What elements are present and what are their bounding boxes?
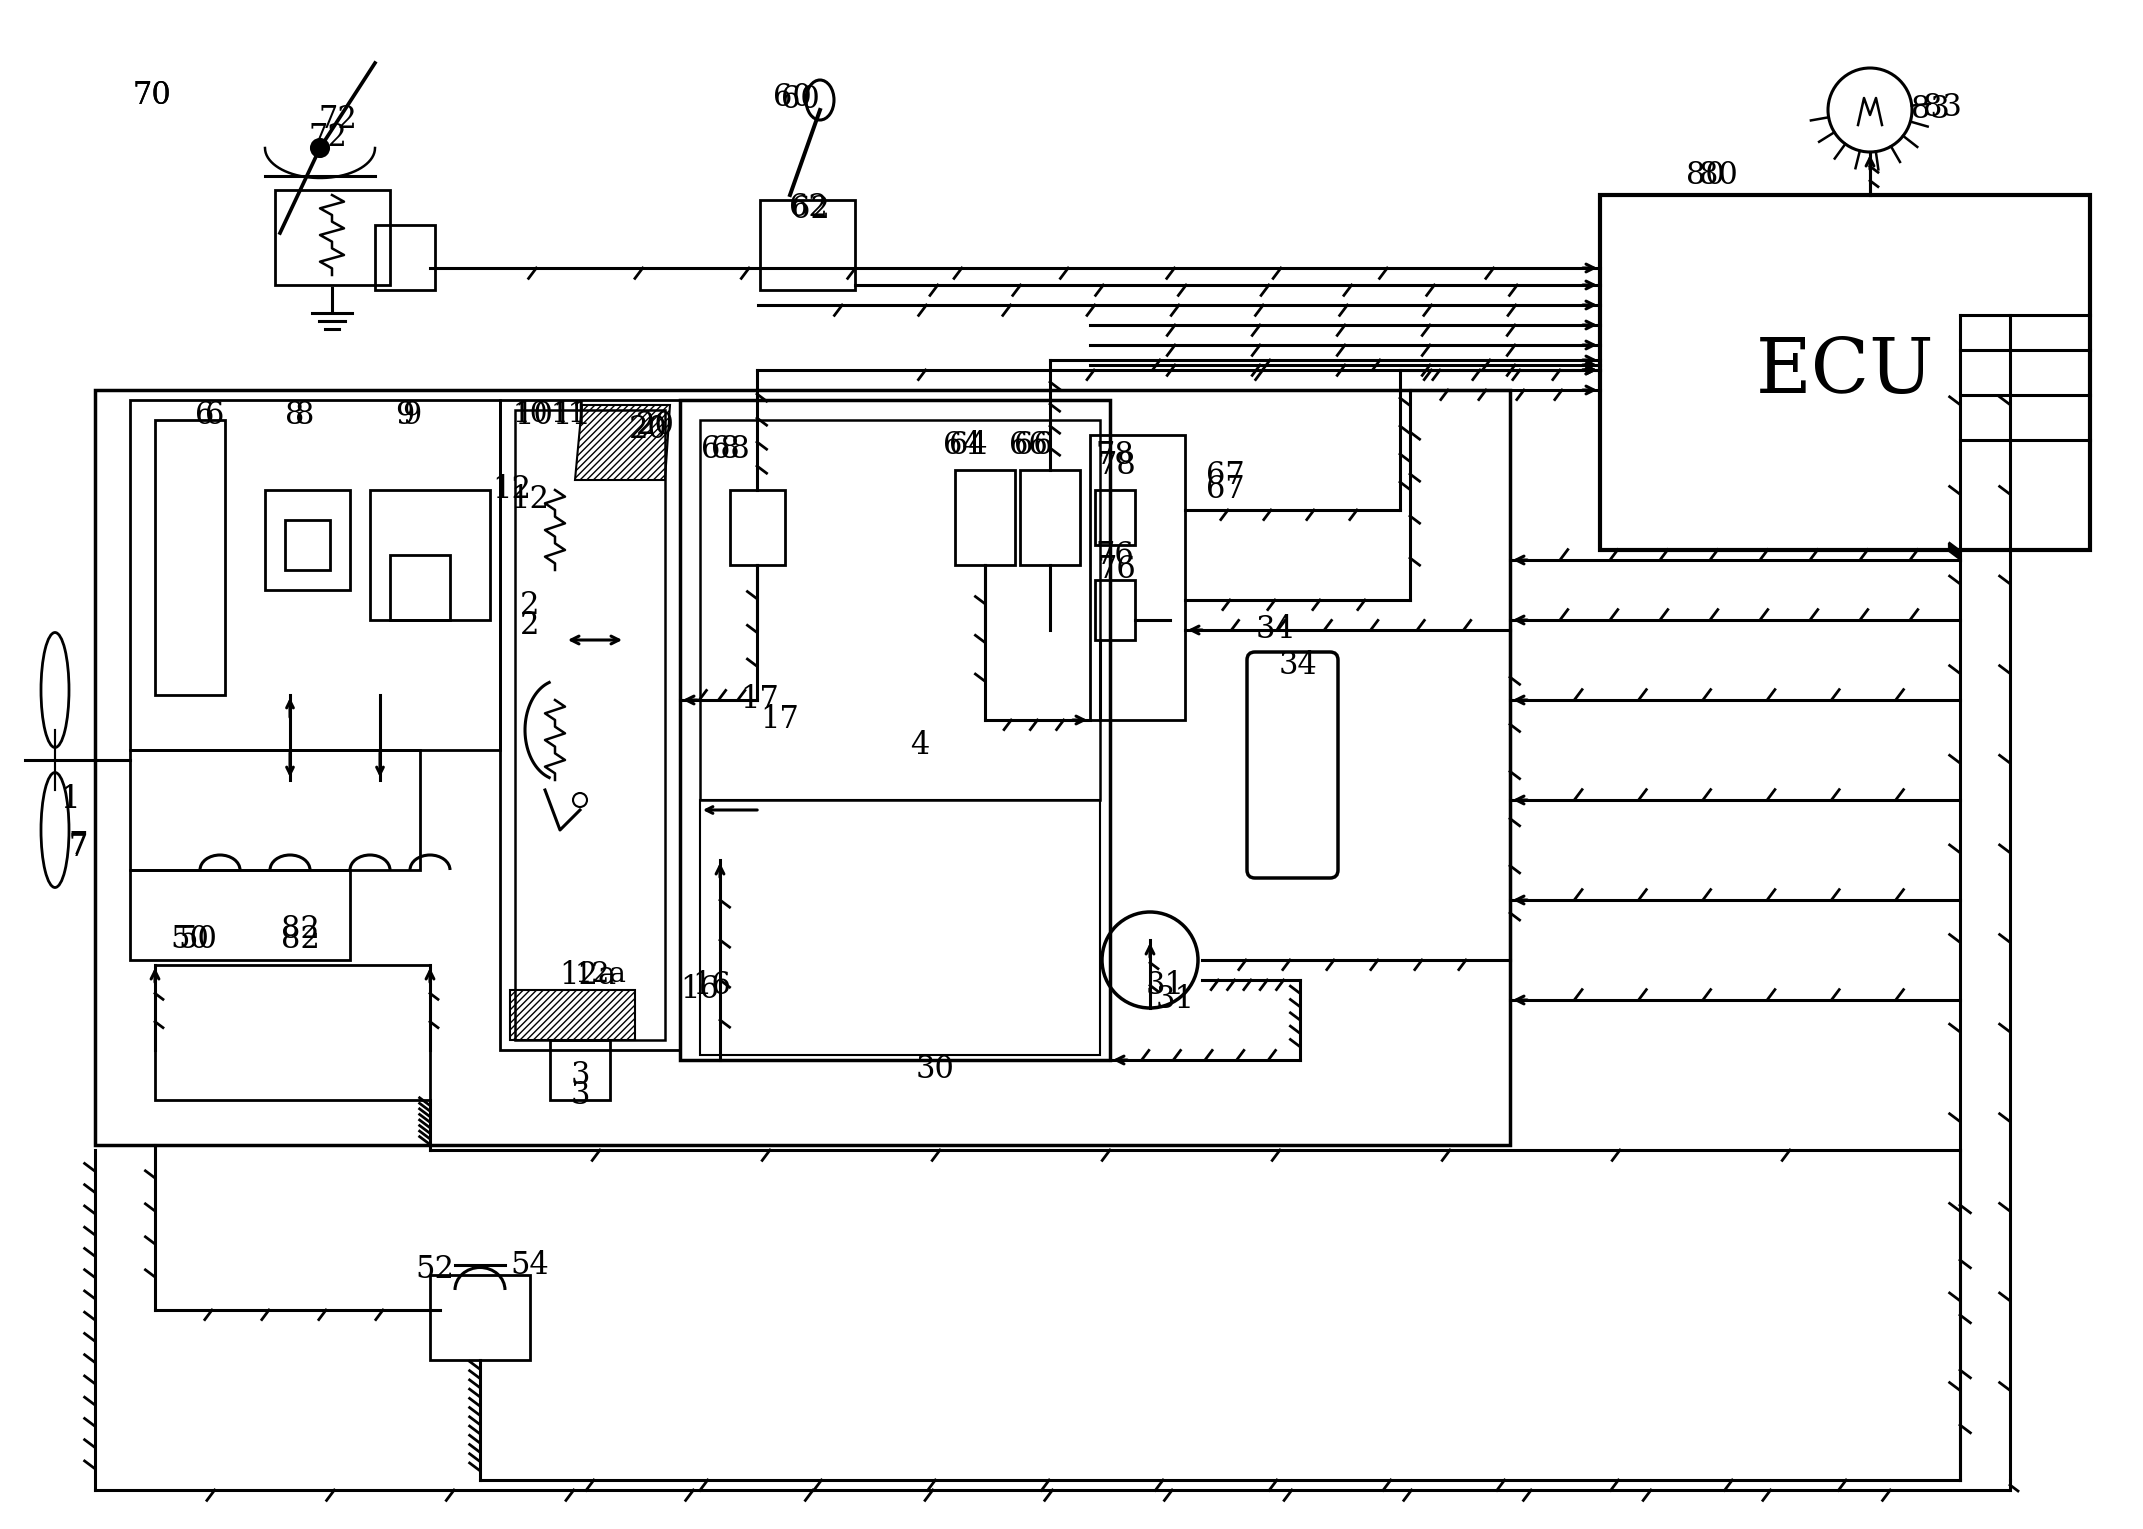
Text: 12a: 12a <box>559 960 617 991</box>
Text: 67: 67 <box>1207 474 1245 506</box>
Text: 1: 1 <box>60 784 79 815</box>
Text: 82: 82 <box>281 925 319 956</box>
Bar <box>131 870 349 960</box>
Text: 16: 16 <box>681 974 720 1006</box>
Text: 11: 11 <box>551 402 585 428</box>
Bar <box>431 1275 529 1359</box>
Text: 30: 30 <box>915 1055 954 1086</box>
Text: 12: 12 <box>510 485 549 515</box>
Text: 1: 1 <box>60 784 79 815</box>
Text: 6: 6 <box>206 399 225 431</box>
Bar <box>956 469 1016 566</box>
Text: 66: 66 <box>1014 430 1052 460</box>
Bar <box>375 225 435 291</box>
Bar <box>154 965 431 1099</box>
Text: 62: 62 <box>791 194 829 225</box>
Text: 34: 34 <box>1256 615 1294 645</box>
Bar <box>131 401 499 751</box>
Text: 4: 4 <box>911 729 930 760</box>
Text: 7: 7 <box>69 832 88 864</box>
Text: 8: 8 <box>285 399 304 431</box>
Text: 34: 34 <box>1279 650 1318 680</box>
Text: 60: 60 <box>780 84 819 116</box>
Bar <box>1091 434 1185 720</box>
Text: 20: 20 <box>636 410 675 440</box>
Bar <box>274 190 390 284</box>
Text: 8: 8 <box>296 399 315 431</box>
Text: 16: 16 <box>692 969 731 1000</box>
Text: 9: 9 <box>394 399 414 431</box>
Text: 12: 12 <box>493 474 531 506</box>
Text: 76: 76 <box>1097 555 1136 586</box>
Bar <box>266 489 349 590</box>
Text: 64: 64 <box>949 430 988 460</box>
Text: 10: 10 <box>512 402 549 428</box>
Text: 11: 11 <box>553 399 591 431</box>
Text: 76: 76 <box>1095 540 1134 570</box>
Text: 7: 7 <box>69 830 88 861</box>
Text: 66: 66 <box>1009 430 1048 460</box>
Bar <box>1601 196 2089 550</box>
Bar <box>390 555 450 619</box>
Bar <box>731 489 784 566</box>
Text: 80: 80 <box>1687 159 1725 191</box>
Bar <box>701 420 1099 800</box>
Text: 78: 78 <box>1097 450 1136 480</box>
Bar <box>551 1040 611 1099</box>
Text: 3: 3 <box>570 1060 589 1090</box>
Text: 50: 50 <box>178 925 216 956</box>
Text: 82: 82 <box>281 914 319 945</box>
Bar <box>514 410 664 1040</box>
Text: 2: 2 <box>521 590 540 621</box>
Bar <box>1095 579 1136 641</box>
Text: 50: 50 <box>171 925 210 956</box>
Text: 17: 17 <box>761 705 799 735</box>
Text: 62: 62 <box>789 193 827 223</box>
Bar <box>1020 469 1080 566</box>
Bar <box>94 390 1511 1145</box>
Bar <box>499 401 679 1050</box>
Text: 6: 6 <box>195 399 214 431</box>
Text: 80: 80 <box>1699 159 1738 191</box>
Text: ECU: ECU <box>1755 335 1935 410</box>
Circle shape <box>311 139 330 157</box>
Text: 70: 70 <box>133 80 171 110</box>
Text: 10: 10 <box>514 399 553 431</box>
Text: 60: 60 <box>774 83 812 113</box>
Bar <box>285 520 330 570</box>
Text: 20: 20 <box>628 414 666 445</box>
Bar <box>154 420 225 696</box>
Text: 2: 2 <box>521 610 540 641</box>
Bar <box>371 489 491 619</box>
Text: 78: 78 <box>1095 439 1134 471</box>
Bar <box>701 800 1099 1055</box>
Text: 54: 54 <box>510 1249 549 1280</box>
Text: 70: 70 <box>133 80 171 110</box>
Bar <box>510 989 634 1040</box>
Bar <box>1095 489 1136 544</box>
Text: 68: 68 <box>711 434 750 465</box>
Text: 3: 3 <box>570 1079 589 1110</box>
Text: 17: 17 <box>741 685 780 716</box>
Text: 64: 64 <box>943 430 981 460</box>
Bar <box>131 751 420 870</box>
Text: 31: 31 <box>1155 985 1194 1015</box>
Text: 9: 9 <box>403 399 422 431</box>
Text: 31: 31 <box>1147 969 1185 1000</box>
Text: 83: 83 <box>1922 92 1961 124</box>
Text: 68: 68 <box>701 434 739 465</box>
Text: 52: 52 <box>416 1254 454 1286</box>
Bar <box>679 401 1110 1060</box>
Bar <box>761 200 855 291</box>
Text: 72: 72 <box>319 104 358 136</box>
Text: 67: 67 <box>1207 460 1245 491</box>
Text: 12a: 12a <box>574 962 626 989</box>
Text: 72: 72 <box>309 122 347 153</box>
Text: 83: 83 <box>1912 95 1950 125</box>
